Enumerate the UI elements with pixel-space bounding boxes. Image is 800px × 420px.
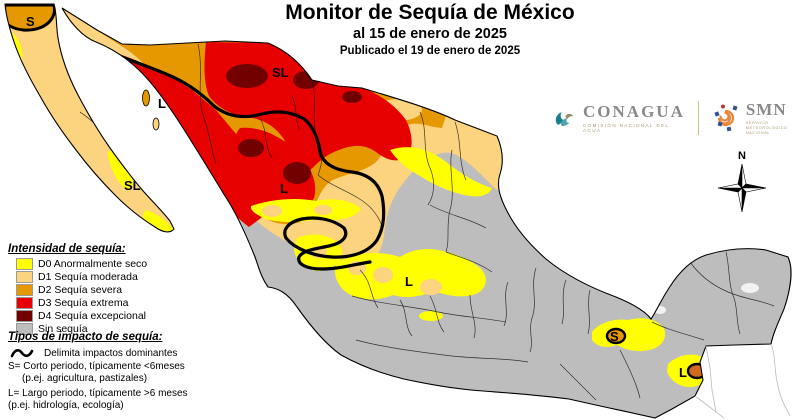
state-boundaries [197, 43, 775, 401]
conagua-text: CONAGUA COMISIÓN NACIONAL DEL AGUA [583, 102, 686, 133]
conagua-name: CONAGUA [583, 102, 685, 122]
legend-label: D4 Sequía excepcional [38, 310, 146, 322]
legend-swatch [16, 297, 33, 309]
impact-legend-heading: Tipos de impacto de sequía: [8, 331, 163, 343]
compass-star-icon [717, 163, 767, 213]
page-title: Monitor de Sequía de México [285, 1, 575, 24]
legend-item: D2 Sequía severa [16, 284, 203, 296]
delimiter-row: Delimita impactos dominantes [10, 347, 218, 359]
conagua-logo: CONAGUA COMISIÓN NACIONAL DEL AGUA [552, 102, 686, 133]
legend-item: D3 Sequía extrema [16, 297, 203, 309]
legend-swatch [16, 258, 33, 270]
baja-coastline [4, 3, 175, 233]
legend-swatch [16, 284, 33, 296]
legend-item: D0 Anormalmente seco [16, 258, 203, 270]
legend-swatch [16, 310, 33, 322]
impact-s-line2: (p.ej. agricultura, pastizales) [22, 372, 148, 384]
legend-label: D0 Anormalmente seco [38, 258, 148, 270]
conagua-tagline: COMISIÓN NACIONAL DEL AGUA [583, 123, 670, 134]
smn-spiral-icon [714, 104, 738, 132]
compass-rose: N [716, 150, 768, 219]
impact-label: L [679, 365, 687, 380]
legend-item: D4 Sequía excepcional [16, 310, 203, 322]
intensity-legend-heading: Intensidad de sequía: [8, 243, 126, 255]
intensity-legend-rows: D0 Anormalmente seco D1 Sequía moderada D2… [8, 258, 203, 335]
impact-legend: Tipos de impacto de sequía: Delimita imp… [8, 331, 218, 415]
legend-label: D2 Sequía severa [38, 284, 123, 296]
header: Monitor de Sequía de México al 15 de ene… [200, 1, 660, 58]
smn-tagline: SERVICIO METEOROLÓGICO NACIONAL [745, 121, 788, 135]
delimiter-label: Delimita impactos dominantes [44, 347, 178, 359]
impact-label: SL [124, 178, 141, 193]
page-subtitle: al 15 de enero de 2025 [353, 26, 507, 43]
logo-divider [697, 100, 699, 135]
smn-text: SMN SERVICIO METEOROLÓGICO NACIONAL [746, 100, 800, 136]
impact-short-period: S= Corto periodo, típicamente <6meses (p… [8, 361, 218, 384]
legend-swatch [16, 271, 33, 283]
impact-label: L [280, 181, 288, 196]
legend-swatch [16, 323, 33, 335]
gulf-island [152, 117, 160, 131]
legend-label: Sin sequía [38, 323, 88, 335]
foreign-borders [694, 343, 791, 419]
impact-label: S [610, 329, 619, 344]
published-date: Publicado el 19 de enero de 2025 [339, 45, 521, 58]
gulf-island [142, 89, 150, 107]
legend-label: D3 Sequía extrema [38, 297, 129, 309]
legend-item: D1 Sequía moderada [16, 271, 203, 283]
mainland-coastline [61, 7, 792, 419]
agency-logos: CONAGUA COMISIÓN NACIONAL DEL AGUA SMN S… [552, 100, 800, 136]
impact-delimiter-lines [95, 45, 386, 271]
smn-logo: SMN SERVICIO METEOROLÓGICO NACIONAL [711, 100, 800, 136]
impact-long-period: L= Largo periodo, típicamente >6 meses (… [8, 388, 218, 411]
impact-l-line1: L= Largo periodo, típicamente >6 meses [8, 388, 188, 399]
impact-s-line1: S= Corto periodo, típicamente <6meses [8, 361, 185, 372]
impact-label: L [158, 96, 166, 111]
impact-label: SL [272, 65, 289, 80]
legend-item: Sin sequía [16, 323, 203, 335]
conagua-water-icon [555, 112, 574, 126]
compass-north-label: N [738, 150, 746, 162]
squiggle-line-icon [10, 349, 34, 358]
smn-name: SMN [745, 100, 787, 119]
legend-label: D1 Sequía moderada [38, 271, 138, 283]
intensity-legend: Intensidad de sequía: D0 Anormalmente se… [8, 243, 203, 336]
impact-label: S [26, 14, 35, 29]
impact-l-line2: (p.ej. hidrología, ecología) [8, 399, 124, 411]
impact-label: L [405, 274, 413, 289]
